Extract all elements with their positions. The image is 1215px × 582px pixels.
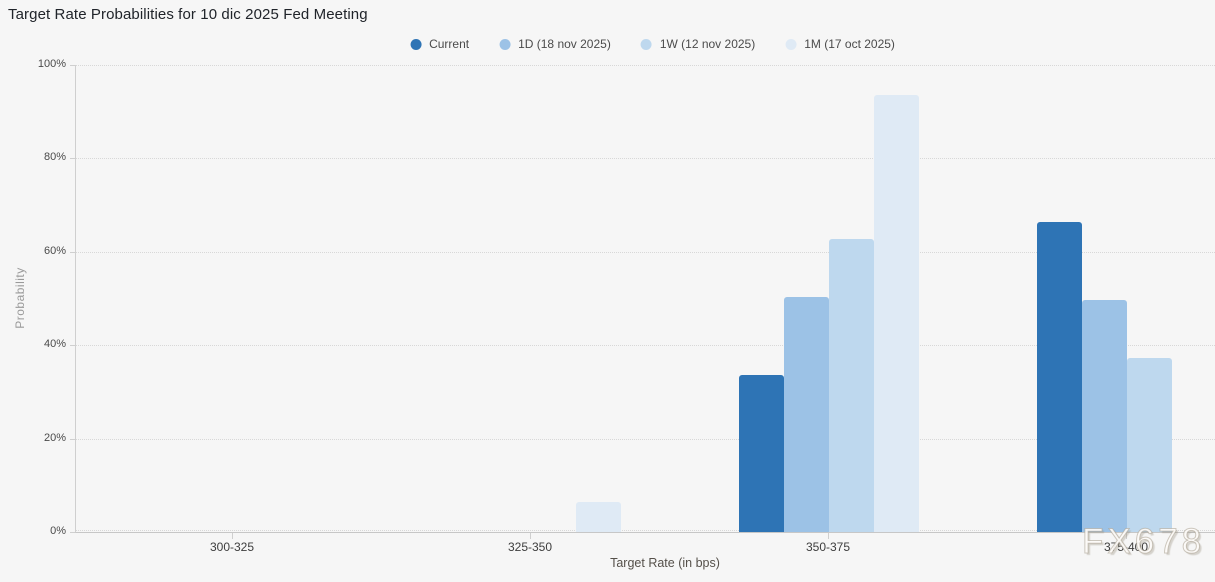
y-tick-mark bbox=[70, 532, 75, 533]
x-tick-label-375-400: 375-400 bbox=[1103, 540, 1149, 554]
plot-area bbox=[75, 65, 1215, 533]
y-axis-title: Probability bbox=[13, 267, 27, 329]
x-tick-mark bbox=[232, 533, 233, 539]
x-tick-mark bbox=[530, 533, 531, 539]
gridline-40 bbox=[76, 345, 1215, 347]
x-tick-label-300-325: 300-325 bbox=[209, 540, 255, 554]
x-tick-mark bbox=[1126, 533, 1127, 539]
legend-item-1m[interactable]: 1M (17 oct 2025) bbox=[785, 37, 895, 51]
legend-label: 1D (18 nov 2025) bbox=[518, 37, 611, 51]
x-tick-label-350-375: 350-375 bbox=[805, 540, 851, 554]
x-axis-title: Target Rate (in bps) bbox=[610, 556, 720, 570]
y-tick-label-40: 40% bbox=[43, 338, 66, 351]
legend-dot-icon bbox=[640, 38, 652, 50]
chart-bar-350-375-1m[interactable] bbox=[874, 94, 919, 532]
y-tick-mark bbox=[70, 65, 75, 66]
x-tick-label-325-350: 325-350 bbox=[507, 540, 553, 554]
y-tick-mark bbox=[70, 158, 75, 160]
legend-label: 1M (17 oct 2025) bbox=[804, 37, 895, 51]
legend-item-1w[interactable]: 1W (12 nov 2025) bbox=[640, 37, 756, 51]
y-tick-mark bbox=[70, 345, 75, 347]
legend-dot-icon bbox=[785, 38, 797, 50]
chart-bar-375-400-1w[interactable] bbox=[1127, 358, 1172, 532]
chart-bar-350-375-1w[interactable] bbox=[829, 238, 874, 532]
gridline-100 bbox=[76, 65, 1215, 66]
gridline-60 bbox=[76, 251, 1215, 253]
gridline-20 bbox=[76, 438, 1215, 440]
chart-bar-325-350-1m[interactable] bbox=[576, 502, 621, 532]
x-tick-mark bbox=[828, 533, 829, 539]
y-tick-label-80: 80% bbox=[43, 151, 66, 164]
gridline-0 bbox=[76, 530, 1215, 531]
y-tick-label-20: 20% bbox=[43, 431, 66, 444]
y-tick-mark bbox=[70, 251, 75, 253]
y-tick-label-60: 60% bbox=[43, 244, 66, 257]
chart-bar-350-375-current[interactable] bbox=[739, 375, 784, 532]
gridline-80 bbox=[76, 158, 1215, 160]
chart-bar-350-375-1d[interactable] bbox=[784, 297, 829, 532]
chart-title: Target Rate Probabilities for 10 dic 202… bbox=[8, 6, 368, 23]
legend-dot-icon bbox=[410, 38, 422, 50]
y-tick-label-0: 0% bbox=[50, 525, 66, 537]
chart-legend: Current 1D (18 nov 2025) 1W (12 nov 2025) 1… bbox=[410, 37, 895, 51]
legend-dot-icon bbox=[499, 38, 511, 50]
legend-item-1d[interactable]: 1D (18 nov 2025) bbox=[499, 37, 611, 51]
legend-label: Current bbox=[429, 37, 470, 51]
y-tick-mark bbox=[70, 438, 75, 440]
legend-label: 1W (12 nov 2025) bbox=[659, 37, 756, 51]
y-tick-label-100: 100% bbox=[37, 58, 66, 70]
legend-item-current[interactable]: Current bbox=[410, 37, 469, 51]
chart-bar-375-400-current[interactable] bbox=[1037, 221, 1082, 532]
chart-bar-375-400-1d[interactable] bbox=[1082, 299, 1127, 532]
